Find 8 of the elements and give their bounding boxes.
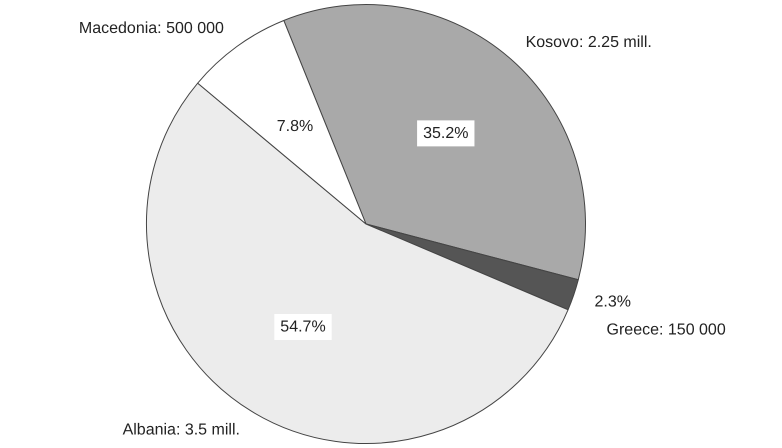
- data-label: 35.2%: [423, 124, 468, 142]
- data-label: 2.3%: [594, 293, 632, 310]
- data-label: 54.7%: [280, 318, 326, 336]
- slice-label: Greece: 150 000: [606, 321, 726, 338]
- slice-label: Albania: 3.5 mill.: [122, 421, 240, 438]
- slice-label: Macedonia: 500 000: [78, 20, 224, 38]
- slice-label: Kosovo: 2.25 mill.: [526, 34, 652, 52]
- data-label: 7.8%: [276, 118, 314, 135]
